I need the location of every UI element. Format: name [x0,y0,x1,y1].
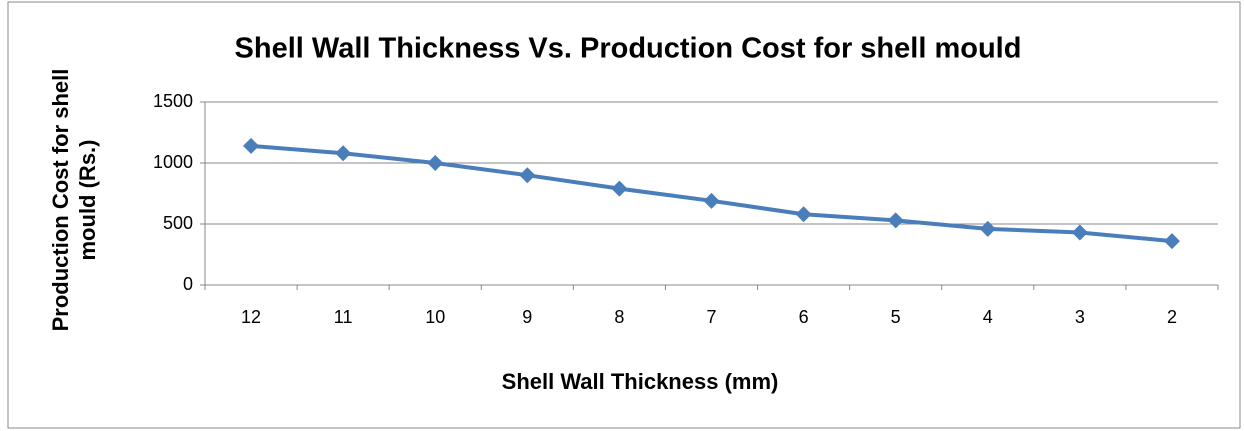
x-tick-label: 9 [522,307,532,327]
marker [1163,233,1180,250]
marker [519,167,536,184]
x-tick-label: 12 [241,307,261,327]
marker [887,212,904,229]
marker [427,155,444,171]
y-axis-title: Production Cost for shell mould (Rs.) [48,69,100,332]
x-tick-label: 6 [799,307,809,327]
x-tick-label: 4 [983,307,993,327]
marker [335,145,352,162]
y-tick-label: 1000 [153,152,193,172]
x-tick-label: 8 [614,307,624,327]
marker [1071,224,1088,241]
x-tick-label: 11 [334,307,353,327]
x-tick-label: 2 [1167,307,1177,327]
x-tick-label: 3 [1075,307,1085,327]
x-axis-title: Shell Wall Thickness (mm) [502,369,779,394]
x-tick-label: 5 [891,307,901,327]
y-tick-label: 1500 [153,91,193,111]
y-axis-title-line: Production Cost for shell [48,69,73,332]
marker [611,180,628,197]
y-tick-label: 500 [163,213,193,233]
x-tick-label: 10 [425,307,445,327]
y-tick-label: 0 [183,274,193,294]
y-axis-title-line: mould (Rs.) [75,140,100,261]
chart-title: Shell Wall Thickness Vs. Production Cost… [235,33,1022,65]
marker [795,206,812,223]
marker [703,192,720,209]
x-tick-label: 7 [706,307,716,327]
marker [243,137,260,154]
marker [979,220,996,237]
chart-border [7,1,1241,429]
